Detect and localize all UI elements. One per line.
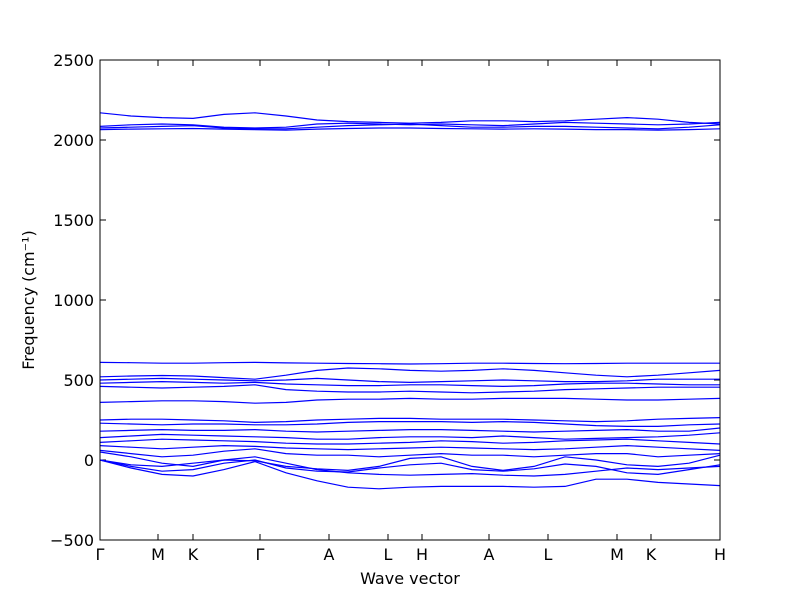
x-tick-label: H bbox=[416, 545, 428, 564]
y-tick-label: 500 bbox=[63, 371, 94, 390]
x-tick-label: L bbox=[384, 545, 393, 564]
x-tick-label: A bbox=[484, 545, 495, 564]
band-line bbox=[99, 432, 721, 440]
band-line bbox=[99, 417, 721, 424]
band-line bbox=[99, 112, 721, 125]
band-line bbox=[99, 380, 720, 388]
band-line bbox=[99, 377, 720, 384]
x-tick-label: K bbox=[646, 545, 657, 564]
band-line bbox=[99, 459, 721, 490]
band-line bbox=[99, 448, 721, 458]
band-line bbox=[99, 427, 721, 433]
y-tick-label: 1000 bbox=[53, 291, 94, 310]
band-line bbox=[99, 121, 721, 129]
y-tick-label: 2500 bbox=[53, 51, 94, 70]
y-tick-label: 0 bbox=[84, 451, 94, 470]
band-line bbox=[99, 361, 720, 365]
x-tick-label: K bbox=[188, 545, 199, 564]
band-line bbox=[99, 397, 721, 404]
band-line bbox=[99, 454, 721, 472]
band-line bbox=[99, 420, 721, 427]
x-tick-label: M bbox=[151, 545, 165, 564]
x-tick-label: A bbox=[324, 545, 335, 564]
x-tick-label: Γ bbox=[96, 545, 105, 564]
y-tick-label: −500 bbox=[50, 531, 94, 550]
x-tick-label: H bbox=[714, 545, 726, 564]
x-tick-label: M bbox=[610, 545, 624, 564]
band-line bbox=[99, 438, 721, 445]
x-tick-label: Γ bbox=[256, 545, 265, 564]
band-line bbox=[99, 451, 721, 477]
band-line bbox=[99, 367, 721, 380]
band-line bbox=[99, 384, 720, 394]
band-line bbox=[99, 444, 721, 451]
y-tick-label: 2000 bbox=[53, 131, 94, 150]
band-line bbox=[99, 127, 721, 131]
x-tick-label: L bbox=[544, 545, 553, 564]
band-line bbox=[99, 459, 721, 476]
x-axis-label: Wave vector bbox=[360, 569, 460, 588]
plot-frame bbox=[99, 59, 721, 541]
y-axis-label: Frequency (cm⁻¹) bbox=[19, 230, 38, 369]
y-tick-label: 1500 bbox=[53, 211, 94, 230]
band-line bbox=[99, 123, 721, 130]
